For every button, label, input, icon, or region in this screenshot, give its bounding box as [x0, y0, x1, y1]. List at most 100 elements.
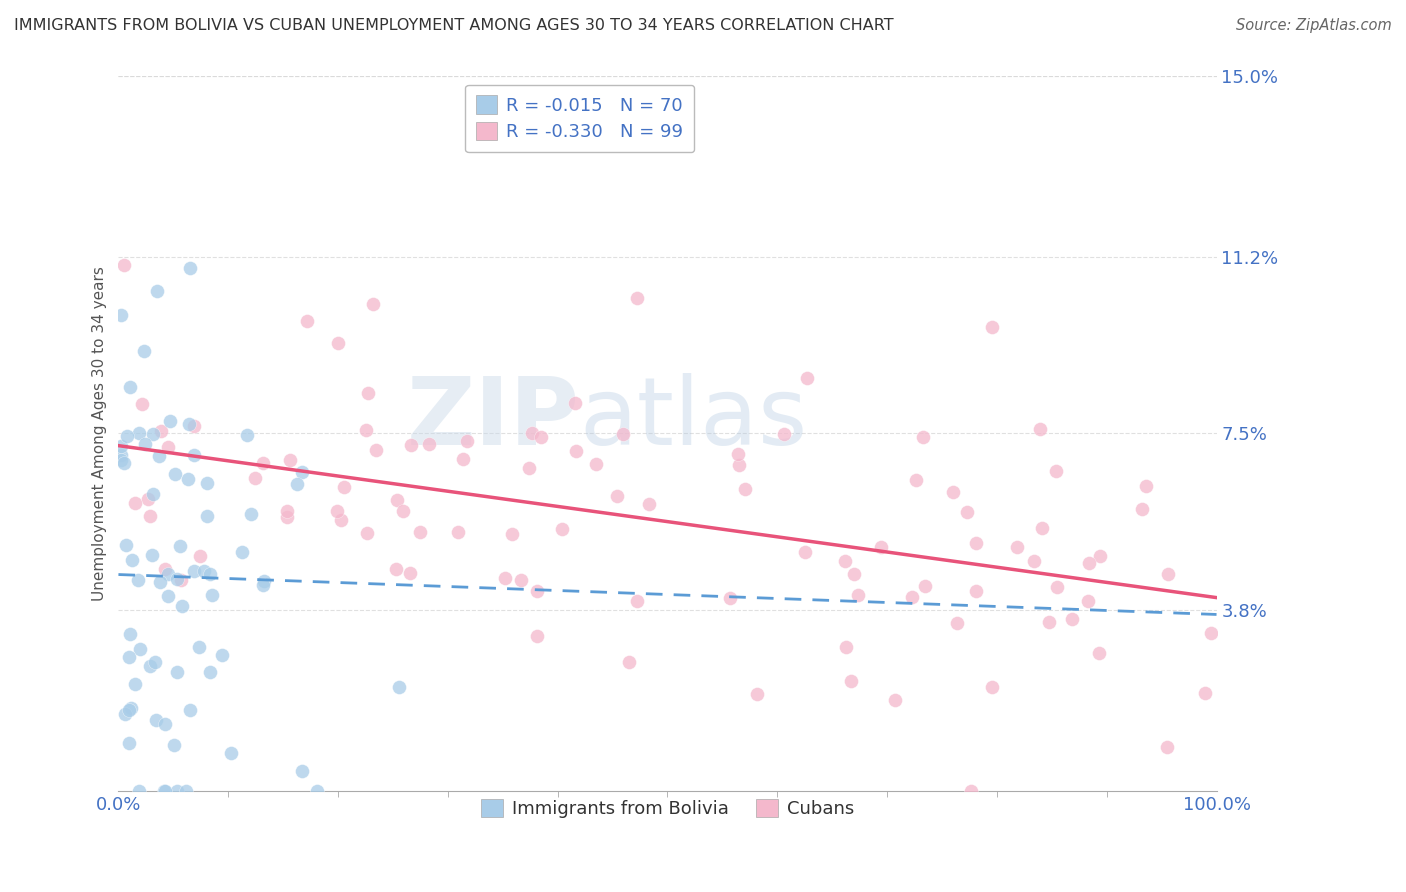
Immigrants from Bolivia	[177, 417, 200, 432]
Cubans	[1088, 549, 1111, 563]
Cubans	[252, 456, 274, 470]
Immigrants from Bolivia	[169, 539, 191, 553]
Y-axis label: Unemployment Among Ages 30 to 34 years: Unemployment Among Ages 30 to 34 years	[93, 266, 107, 601]
Immigrants from Bolivia	[118, 735, 141, 749]
Text: IMMIGRANTS FROM BOLIVIA VS CUBAN UNEMPLOYMENT AMONG AGES 30 TO 34 YEARS CORRELAT: IMMIGRANTS FROM BOLIVIA VS CUBAN UNEMPLO…	[14, 18, 894, 33]
Cubans	[392, 504, 415, 518]
Cubans	[329, 513, 352, 527]
Cubans	[638, 497, 661, 511]
Immigrants from Bolivia	[118, 380, 141, 394]
Cubans	[124, 495, 146, 509]
Cubans	[456, 434, 478, 449]
Cubans	[942, 484, 965, 499]
Immigrants from Bolivia	[112, 456, 135, 470]
Cubans	[451, 451, 474, 466]
Cubans	[834, 554, 856, 568]
Immigrants from Bolivia	[124, 677, 146, 691]
Immigrants from Bolivia	[163, 467, 186, 482]
Cubans	[1077, 593, 1099, 607]
Immigrants from Bolivia	[121, 553, 143, 567]
Cubans	[446, 525, 468, 540]
Immigrants from Bolivia	[157, 590, 180, 604]
Cubans	[912, 430, 935, 444]
Cubans	[526, 584, 548, 599]
Cubans	[520, 425, 543, 440]
Cubans	[905, 474, 928, 488]
Cubans	[328, 335, 350, 350]
Text: atlas: atlas	[579, 373, 808, 465]
Immigrants from Bolivia	[179, 260, 201, 275]
Immigrants from Bolivia	[176, 784, 198, 798]
Cubans	[526, 629, 548, 643]
Immigrants from Bolivia	[117, 429, 139, 443]
Immigrants from Bolivia	[134, 343, 156, 358]
Cubans	[1022, 554, 1045, 568]
Immigrants from Bolivia	[117, 703, 139, 717]
Immigrants from Bolivia	[110, 439, 132, 453]
Immigrants from Bolivia	[198, 567, 221, 582]
Immigrants from Bolivia	[187, 640, 209, 655]
Cubans	[1029, 422, 1052, 436]
Cubans	[772, 426, 794, 441]
Cubans	[565, 444, 588, 458]
Cubans	[842, 566, 865, 581]
Cubans	[131, 397, 153, 411]
Cubans	[606, 489, 628, 503]
Cubans	[326, 504, 349, 518]
Cubans	[530, 430, 553, 444]
Immigrants from Bolivia	[166, 572, 188, 586]
Cubans	[157, 440, 180, 454]
Cubans	[835, 640, 858, 654]
Cubans	[357, 386, 380, 401]
Cubans	[399, 438, 422, 452]
Cubans	[1062, 612, 1084, 626]
Text: ZIP: ZIP	[406, 373, 579, 465]
Cubans	[509, 574, 531, 588]
Cubans	[150, 424, 173, 438]
Cubans	[914, 579, 936, 593]
Immigrants from Bolivia	[285, 477, 308, 491]
Immigrants from Bolivia	[195, 475, 218, 490]
Immigrants from Bolivia	[201, 588, 224, 602]
Cubans	[409, 525, 432, 540]
Cubans	[945, 616, 967, 631]
Cubans	[551, 522, 574, 536]
Immigrants from Bolivia	[198, 665, 221, 679]
Cubans	[981, 680, 1004, 694]
Immigrants from Bolivia	[128, 426, 150, 441]
Cubans	[1031, 521, 1053, 535]
Cubans	[796, 371, 818, 385]
Immigrants from Bolivia	[291, 764, 314, 779]
Cubans	[956, 505, 979, 519]
Cubans	[295, 314, 318, 328]
Immigrants from Bolivia	[166, 665, 188, 680]
Immigrants from Bolivia	[162, 738, 184, 752]
Immigrants from Bolivia	[172, 599, 194, 613]
Cubans	[718, 591, 741, 605]
Cubans	[243, 470, 266, 484]
Immigrants from Bolivia	[388, 680, 411, 694]
Immigrants from Bolivia	[145, 713, 167, 727]
Immigrants from Bolivia	[159, 414, 181, 428]
Immigrants from Bolivia	[149, 575, 172, 590]
Cubans	[965, 583, 987, 598]
Cubans	[1078, 556, 1101, 570]
Text: Source: ZipAtlas.com: Source: ZipAtlas.com	[1236, 18, 1392, 33]
Cubans	[1038, 615, 1060, 629]
Immigrants from Bolivia	[120, 701, 142, 715]
Immigrants from Bolivia	[141, 549, 163, 563]
Cubans	[170, 574, 193, 588]
Cubans	[1135, 479, 1157, 493]
Cubans	[153, 562, 176, 576]
Immigrants from Bolivia	[118, 650, 141, 665]
Immigrants from Bolivia	[128, 784, 150, 798]
Legend: Immigrants from Bolivia, Cubans: Immigrants from Bolivia, Cubans	[474, 791, 860, 825]
Immigrants from Bolivia	[142, 426, 165, 441]
Immigrants from Bolivia	[183, 564, 205, 578]
Immigrants from Bolivia	[221, 747, 243, 761]
Immigrants from Bolivia	[139, 659, 162, 673]
Immigrants from Bolivia	[231, 545, 253, 559]
Cubans	[626, 594, 648, 608]
Cubans	[794, 545, 817, 559]
Cubans	[965, 535, 987, 549]
